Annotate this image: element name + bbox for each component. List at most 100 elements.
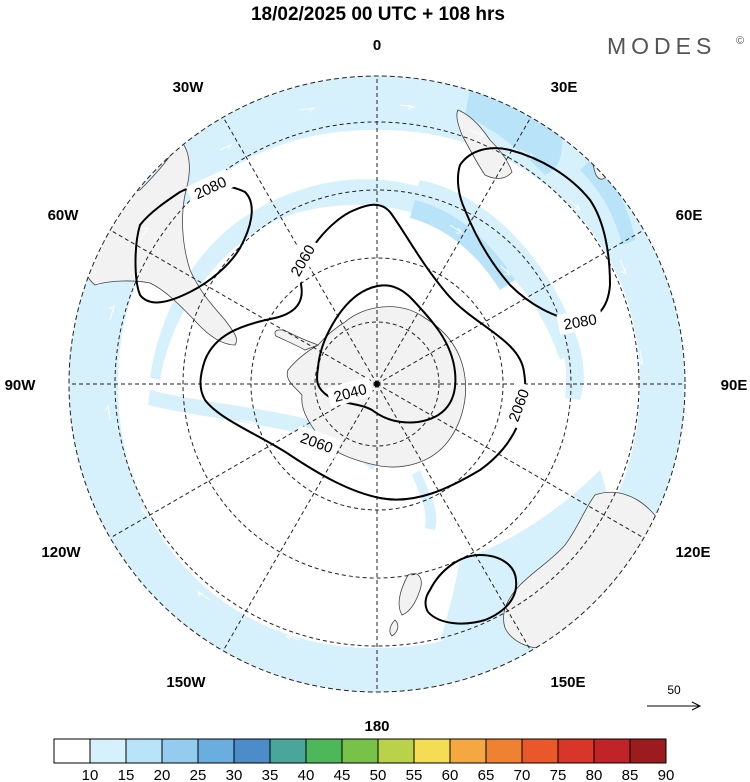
wind-reference-value: 50: [667, 683, 681, 697]
wind-core-east: [580, 160, 635, 245]
colorbar-swatch: [557, 738, 595, 764]
colorbar-label: 90: [658, 767, 675, 782]
wind-arrow: [399, 104, 416, 110]
colorbar-swatch: [521, 738, 559, 764]
madagascar: [592, 149, 611, 180]
wind-band-ross: [412, 470, 437, 530]
colorbar-label: 15: [118, 767, 135, 782]
colorbar-label: 45: [334, 767, 351, 782]
colorbar-label: 75: [550, 767, 567, 782]
latitude-circle: [314, 321, 440, 447]
wind-arrow: [619, 259, 627, 275]
wind-arrow: [622, 439, 631, 456]
meridian-60e: [376, 229, 645, 385]
new-zealand-south: [398, 573, 422, 616]
brand-logo: MODES ©: [607, 33, 744, 59]
wind-arrow: [239, 419, 256, 426]
lon-label-90w: 90W: [5, 377, 37, 394]
meridian-30e: [376, 116, 532, 385]
colorbar-label: 40: [298, 767, 315, 782]
wind-arrow: [299, 107, 316, 113]
africa: [456, 109, 513, 179]
lon-label-60w: 60W: [48, 207, 80, 224]
lon-label-60e: 60E: [676, 207, 703, 224]
colorbar-label: 30: [226, 767, 243, 782]
wind-arrow: [139, 227, 149, 241]
meridian-120e: [376, 383, 645, 539]
colorbar-swatch: [161, 738, 199, 764]
wind-arrow: [284, 635, 301, 641]
lon-label-30w: 30W: [173, 79, 205, 96]
colorbar-swatch: [485, 738, 523, 764]
colorbar-label: 85: [622, 767, 639, 782]
colorbar-swatch: [89, 738, 127, 764]
wind-arrow: [469, 129, 485, 139]
meridian-60w: [109, 229, 378, 385]
colorbar-label: 35: [262, 767, 279, 782]
wind-core-indian: [410, 200, 515, 290]
new-zealand-north: [389, 619, 399, 637]
colorbar-label: 55: [406, 767, 423, 782]
south-pole-marker: [374, 381, 380, 387]
colorbar-swatch: [413, 738, 451, 764]
wind-arrow: [449, 224, 464, 234]
meridian-150e: [376, 383, 532, 652]
wind-arrow: [499, 264, 511, 276]
colorbar-label: 80: [586, 767, 603, 782]
colorbar: 10 15 20 25 30 35 40 45 50 55 60 65 70 75 80 85 90: [53, 738, 675, 782]
lon-label-90e: 90E: [721, 377, 748, 394]
contour-2080-south: [424, 553, 518, 625]
map-border: [68, 75, 686, 693]
colorbar-swatch: [305, 738, 343, 764]
contour-2080-east: [456, 147, 612, 322]
wind-arrow: [104, 404, 111, 421]
lon-label-120e: 120E: [675, 544, 710, 561]
wind-reference-arrowhead: [691, 701, 702, 711]
meridian-150w: [222, 383, 378, 652]
brand-name: MODES: [607, 33, 716, 59]
wind-band-indian: [415, 180, 584, 400]
colorbar-label: 50: [370, 767, 387, 782]
longitude-labels: 0 30E 60E 90E 120E 150E 180 150W 120W 90…: [5, 37, 748, 735]
latitude-circle: [182, 189, 572, 579]
lon-label-150e: 150E: [550, 674, 585, 691]
lon-label-30e: 30E: [551, 79, 578, 96]
contour-2080-west: [134, 184, 253, 304]
colorbar-swatch: [269, 738, 307, 764]
colorbar-swatch: [233, 738, 271, 764]
wind-arrow: [219, 143, 233, 151]
contour-label: 2080: [562, 311, 598, 334]
wind-band-pacific: [148, 390, 380, 470]
wind-reference: 50: [647, 683, 702, 711]
colorbar-label: 10: [82, 767, 99, 782]
colorbar-swatch: [449, 738, 487, 764]
wind-arrow: [197, 591, 211, 601]
colorbar-swatch: [341, 738, 379, 764]
colorbar-swatch: [593, 738, 631, 764]
colorbar-swatch: [125, 738, 163, 764]
lon-label-0: 0: [373, 37, 381, 54]
meridian-grid: [69, 76, 685, 692]
colorbar-label: 25: [190, 767, 207, 782]
map-disk: 2080 2060 2040 2060 2060 2080: [69, 76, 685, 692]
wind-vectors: [104, 104, 643, 641]
colorbar-label: 65: [478, 767, 495, 782]
colorbar-label: 60: [442, 767, 459, 782]
colorbar-swatch: [629, 738, 667, 764]
colorbar-swatch: [53, 738, 91, 764]
lon-label-180: 180: [364, 718, 389, 735]
wind-arrow: [637, 349, 643, 366]
colorbar-swatch: [377, 738, 415, 764]
south-america: [77, 139, 237, 346]
map-title: 18/02/2025 00 UTC + 108 hrs: [251, 4, 505, 25]
brand-copyright: ©: [736, 35, 744, 47]
colorbar-label: 20: [154, 767, 171, 782]
antarctic-peninsula: [274, 329, 320, 351]
wind-arrow: [590, 519, 601, 534]
wind-arrow: [141, 506, 151, 521]
lon-label-120w: 120W: [41, 544, 81, 561]
meridian-120w: [109, 383, 378, 539]
colorbar-swatch: [197, 738, 235, 764]
lon-label-150w: 150W: [166, 674, 206, 691]
